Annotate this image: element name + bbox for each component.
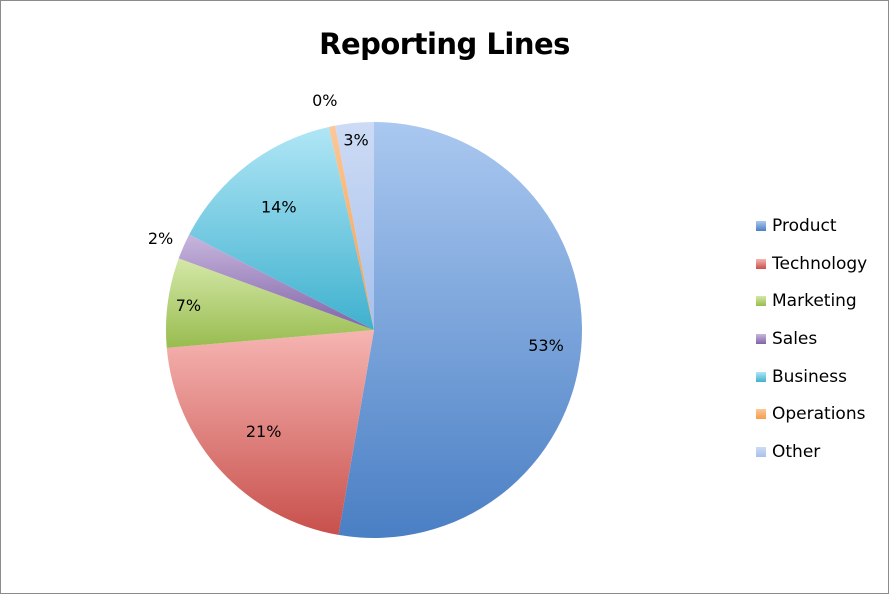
legend-swatch [756,258,766,269]
legend-item-marketing: Marketing [756,282,867,320]
legend-swatch [756,371,766,382]
legend-item-operations: Operations [756,395,867,433]
legend-item-sales: Sales [756,320,867,358]
legend-swatch [756,220,766,231]
legend-label: Marketing [772,291,857,312]
chart-title: Reporting Lines [319,27,570,61]
legend: Product Technology Marketing Sales Business O… [756,207,867,471]
data-label-operations: 0% [312,91,337,110]
pie-slice-operations [328,125,374,330]
pie-slice-product [338,122,582,538]
legend-swatch [756,296,766,307]
legend-item-technology: Technology [756,245,867,283]
pie-slice-marketing [166,258,374,348]
legend-swatch [756,409,766,420]
data-label-other: 3% [343,130,368,149]
legend-item-product: Product [756,207,867,245]
legend-label: Other [772,441,821,462]
legend-swatch [756,333,766,344]
legend-label: Technology [772,253,868,274]
pie-slice-technology [166,330,374,535]
legend-item-other: Other [756,433,867,471]
legend-item-business: Business [756,358,867,396]
legend-label: Operations [772,404,866,425]
data-label-technology: 21% [246,422,282,441]
legend-label: Product [772,215,837,236]
legend-label: Business [772,366,847,387]
data-label-product: 53% [528,336,564,355]
legend-swatch [756,446,766,457]
data-label-business: 14% [261,197,297,216]
data-label-marketing: 7% [176,296,201,315]
pie-slice-sales [178,234,374,330]
legend-label: Sales [772,328,818,349]
pie-slice-business [189,126,374,330]
pie-slice-other [335,122,374,330]
data-label-sales: 2% [148,229,173,248]
